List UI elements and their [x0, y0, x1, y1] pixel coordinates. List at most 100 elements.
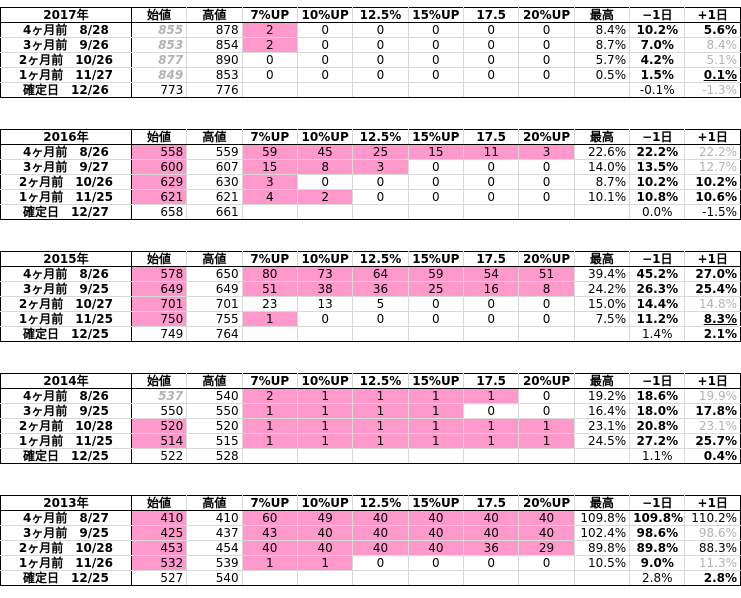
cell-high[interactable]: 540: [186, 388, 243, 404]
header-open[interactable]: 始値: [131, 495, 188, 511]
cell-plus1[interactable]: 2.8%: [684, 570, 741, 586]
cell-up17-5[interactable]: 0: [463, 174, 520, 190]
cell-open[interactable]: 453: [131, 540, 188, 556]
row-label[interactable]: 3ヶ月前 9/26: [0, 37, 132, 53]
cell-up7[interactable]: [242, 448, 298, 464]
cell-max[interactable]: [573, 448, 631, 464]
header-up7[interactable]: 7%UP: [242, 495, 298, 511]
cell-plus1[interactable]: 0.4%: [684, 448, 741, 464]
cell-plus1[interactable]: 25.4%: [684, 281, 741, 297]
cell-plus1[interactable]: -1.3%: [684, 82, 741, 98]
cell-minus1[interactable]: 2.8%: [629, 570, 686, 586]
row-label[interactable]: 確定日 12/25: [0, 326, 132, 342]
row-label[interactable]: 1ヶ月前 11/25: [0, 433, 132, 449]
row-label[interactable]: 2ヶ月前 10/26: [0, 52, 132, 68]
cell-minus1[interactable]: 18.6%: [629, 388, 686, 404]
cell-up17-5[interactable]: 1: [463, 418, 520, 434]
row-label[interactable]: 3ヶ月前 9/25: [0, 525, 132, 541]
cell-up17-5[interactable]: 40: [463, 510, 520, 526]
cell-up10[interactable]: 49: [297, 510, 354, 526]
cell-high[interactable]: 630: [186, 174, 243, 190]
header-up7[interactable]: 7%UP: [242, 129, 298, 145]
header-up10[interactable]: 10%UP: [297, 7, 354, 23]
cell-max[interactable]: 7.5%: [573, 311, 631, 327]
cell-up15[interactable]: 0: [408, 555, 465, 571]
cell-up17-5[interactable]: 0: [463, 555, 520, 571]
header-max[interactable]: 最高: [573, 495, 631, 511]
cell-max[interactable]: [573, 204, 631, 220]
header-up20[interactable]: 20%UP: [518, 495, 575, 511]
header-plus1[interactable]: +1日: [684, 129, 741, 145]
header-max[interactable]: 最高: [573, 251, 631, 267]
header-up10[interactable]: 10%UP: [297, 373, 354, 389]
cell-open[interactable]: 658: [131, 204, 188, 220]
cell-plus1[interactable]: 88.3%: [684, 540, 741, 556]
header-plus1[interactable]: +1日: [684, 373, 741, 389]
cell-max[interactable]: 8.7%: [573, 174, 631, 190]
header-plus1[interactable]: +1日: [684, 495, 741, 511]
cell-up20[interactable]: 0: [518, 189, 575, 205]
cell-minus1[interactable]: 10.2%: [629, 174, 686, 190]
cell-high[interactable]: 878: [186, 22, 243, 38]
header-up15[interactable]: 15%UP: [408, 495, 465, 511]
cell-up15[interactable]: 1: [408, 418, 465, 434]
row-label[interactable]: 4ヶ月前 8/28: [0, 22, 132, 38]
cell-up12-5[interactable]: [352, 570, 409, 586]
cell-minus1[interactable]: 11.2%: [629, 311, 686, 327]
cell-up7[interactable]: 60: [242, 510, 298, 526]
header-high[interactable]: 高値: [186, 129, 243, 145]
cell-open[interactable]: 522: [131, 448, 188, 464]
cell-up17-5[interactable]: 36: [463, 540, 520, 556]
cell-up15[interactable]: 40: [408, 510, 465, 526]
cell-up17-5[interactable]: 1: [463, 388, 520, 404]
row-label[interactable]: 2ヶ月前 10/28: [0, 418, 132, 434]
header-high[interactable]: 高値: [186, 373, 243, 389]
cell-minus1[interactable]: 9.0%: [629, 555, 686, 571]
cell-high[interactable]: 621: [186, 189, 243, 205]
cell-up12-5[interactable]: 0: [352, 189, 409, 205]
cell-open[interactable]: 410: [131, 510, 188, 526]
cell-up12-5[interactable]: 1: [352, 433, 409, 449]
cell-up10[interactable]: 1: [297, 403, 354, 419]
cell-plus1[interactable]: 22.2%: [684, 144, 741, 160]
row-label[interactable]: 1ヶ月前 11/25: [0, 311, 132, 327]
cell-up20[interactable]: 40: [518, 510, 575, 526]
cell-up15[interactable]: [408, 82, 465, 98]
cell-up7[interactable]: 59: [242, 144, 298, 160]
cell-minus1[interactable]: 1.5%: [629, 67, 686, 83]
cell-minus1[interactable]: 45.2%: [629, 266, 686, 282]
header-up7[interactable]: 7%UP: [242, 7, 298, 23]
cell-up10[interactable]: [297, 448, 354, 464]
cell-high[interactable]: 454: [186, 540, 243, 556]
cell-plus1[interactable]: 10.2%: [684, 174, 741, 190]
cell-up17-5[interactable]: 0: [463, 311, 520, 327]
cell-minus1[interactable]: 20.8%: [629, 418, 686, 434]
cell-max[interactable]: 22.6%: [573, 144, 631, 160]
cell-open[interactable]: 621: [131, 189, 188, 205]
cell-high[interactable]: 854: [186, 37, 243, 53]
row-label[interactable]: 1ヶ月前 11/26: [0, 555, 132, 571]
row-label[interactable]: 確定日 12/25: [0, 570, 132, 586]
cell-up10[interactable]: 0: [297, 174, 354, 190]
row-label[interactable]: 3ヶ月前 9/27: [0, 159, 132, 175]
cell-up20[interactable]: 0: [518, 388, 575, 404]
header-max[interactable]: 最高: [573, 373, 631, 389]
cell-plus1[interactable]: 8.3%: [684, 311, 741, 327]
header-high[interactable]: 高値: [186, 7, 243, 23]
header-up17-5[interactable]: 17.5: [463, 373, 520, 389]
cell-up12-5[interactable]: 40: [352, 540, 409, 556]
header-up15[interactable]: 15%UP: [408, 7, 465, 23]
header-plus1[interactable]: +1日: [684, 251, 741, 267]
header-high[interactable]: 高値: [186, 495, 243, 511]
cell-max[interactable]: 109.8%: [573, 510, 631, 526]
cell-up7[interactable]: 2: [242, 388, 298, 404]
cell-up12-5[interactable]: 0: [352, 311, 409, 327]
cell-up10[interactable]: 2: [297, 189, 354, 205]
cell-up7[interactable]: 3: [242, 174, 298, 190]
cell-up12-5[interactable]: [352, 448, 409, 464]
cell-high[interactable]: 540: [186, 570, 243, 586]
cell-plus1[interactable]: 5.1%: [684, 52, 741, 68]
cell-up10[interactable]: 0: [297, 22, 354, 38]
header-open[interactable]: 始値: [131, 129, 188, 145]
cell-up17-5[interactable]: 1: [463, 433, 520, 449]
